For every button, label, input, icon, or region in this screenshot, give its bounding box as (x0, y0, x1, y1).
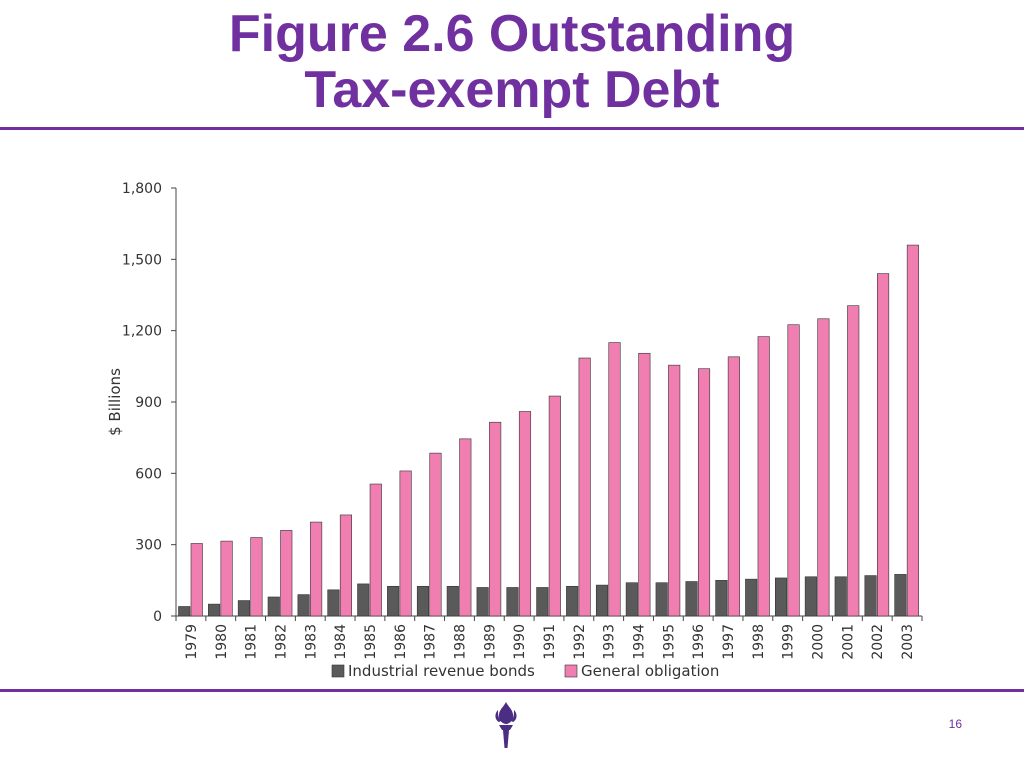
bar-industrial-revenue-bonds (625, 582, 638, 617)
y-tick-label: 0 (153, 609, 162, 625)
bar-general-obligation (817, 318, 830, 617)
torch-icon (495, 702, 517, 748)
bar-general-obligation (459, 438, 472, 617)
x-tick-label: 1996 (691, 624, 707, 660)
x-tick-label: 1980 (214, 624, 230, 660)
bottom-divider (0, 689, 1024, 692)
x-tick-label: 1997 (721, 624, 737, 660)
bar-general-obligation (220, 540, 233, 617)
bar-general-obligation (369, 483, 382, 617)
bar-industrial-revenue-bonds (774, 577, 788, 617)
x-tick-label: 1983 (303, 624, 319, 660)
bar-general-obligation (429, 452, 442, 617)
bar-general-obligation (757, 336, 770, 617)
bar-general-obligation (310, 521, 323, 617)
bar-general-obligation (697, 368, 711, 617)
bar-industrial-revenue-bonds (476, 587, 489, 617)
x-tick-label: 1979 (184, 624, 200, 660)
legend-label: General obligation (581, 662, 719, 680)
bar-industrial-revenue-bonds (894, 574, 907, 617)
slide-title: Figure 2.6 Outstanding Tax-exempt Debt (0, 6, 1024, 118)
y-tick-label: 600 (135, 466, 162, 482)
x-tick-label: 1981 (244, 624, 260, 660)
bar-general-obligation (877, 273, 890, 617)
x-tick-label: 1985 (363, 624, 379, 660)
bar-general-obligation (638, 352, 651, 617)
x-tick-label: 1988 (452, 624, 468, 660)
slide-title-line-1: Figure 2.6 Outstanding (228, 5, 796, 63)
x-tick-label: 1982 (273, 624, 289, 660)
bar-general-obligation (847, 305, 860, 617)
x-tick-label: 1984 (333, 624, 349, 660)
bar-general-obligation (906, 244, 919, 617)
bar-industrial-revenue-bonds (655, 582, 668, 617)
legend-swatch (331, 664, 345, 678)
bar-general-obligation (399, 470, 412, 617)
bar-industrial-revenue-bonds (237, 600, 250, 617)
bar-industrial-revenue-bonds (357, 583, 370, 617)
top-divider (0, 127, 1024, 130)
x-tick-label: 1994 (632, 624, 648, 660)
bar-industrial-revenue-bonds (387, 585, 400, 617)
bar-general-obligation (339, 514, 353, 617)
x-tick-label: 2003 (900, 624, 916, 660)
bar-general-obligation (190, 543, 203, 617)
page-number: 16 (948, 717, 962, 731)
y-axis-label: $ Billions (106, 368, 124, 436)
x-tick-label: 1999 (781, 624, 797, 660)
x-tick-label: 1987 (423, 624, 439, 660)
bar-industrial-revenue-bonds (416, 585, 430, 617)
bar-general-obligation (250, 537, 263, 617)
bar-industrial-revenue-bonds (804, 576, 817, 617)
y-tick-label: 1,200 (122, 324, 162, 340)
bar-industrial-revenue-bonds (327, 589, 340, 617)
bar-general-obligation (280, 530, 293, 617)
bar-general-obligation (608, 342, 621, 617)
x-tick-label: 2001 (840, 624, 856, 660)
x-tick-label: 1991 (542, 624, 558, 660)
x-tick-label: 1995 (661, 624, 677, 660)
bar-general-obligation (727, 356, 740, 617)
y-tick-label: 1,500 (122, 252, 162, 268)
legend-label: Industrial revenue bonds (348, 662, 535, 680)
bar-general-obligation (548, 395, 561, 617)
bar-industrial-revenue-bonds (715, 580, 728, 617)
y-tick-label: 900 (135, 395, 162, 411)
x-tick-label: 1998 (751, 624, 767, 660)
bar-industrial-revenue-bonds (536, 587, 549, 617)
x-tick-label: 1993 (602, 624, 618, 660)
bar-industrial-revenue-bonds (208, 603, 221, 617)
slide-title-line-2: Tax-exempt Debt (304, 61, 720, 119)
x-tick-label: 1986 (393, 624, 409, 660)
x-tick-label: 2000 (811, 624, 827, 660)
bar-industrial-revenue-bonds (685, 581, 698, 617)
bar-industrial-revenue-bonds (446, 585, 459, 617)
bar-general-obligation (578, 357, 591, 617)
bar-general-obligation (668, 364, 681, 617)
bar-industrial-revenue-bonds (178, 606, 191, 617)
x-tick-label: 1992 (572, 624, 588, 660)
x-tick-label: 1990 (512, 624, 528, 660)
bar-industrial-revenue-bonds (745, 578, 758, 617)
bar-industrial-revenue-bonds (834, 576, 847, 617)
y-tick-label: 300 (135, 538, 162, 554)
bar-general-obligation (518, 411, 532, 617)
x-tick-label: 2002 (870, 624, 886, 660)
bar-general-obligation (489, 421, 502, 617)
bar-industrial-revenue-bonds (267, 596, 280, 617)
bar-general-obligation (787, 324, 800, 617)
legend-swatch (564, 664, 578, 678)
bar-industrial-revenue-bonds (566, 585, 579, 617)
bar-industrial-revenue-bonds (864, 575, 877, 617)
y-tick-label: 1,800 (122, 181, 162, 197)
x-tick-label: 1989 (482, 624, 498, 660)
bar-industrial-revenue-bonds (297, 594, 310, 617)
bar-industrial-revenue-bonds (506, 587, 519, 617)
bar-industrial-revenue-bonds (595, 584, 609, 617)
